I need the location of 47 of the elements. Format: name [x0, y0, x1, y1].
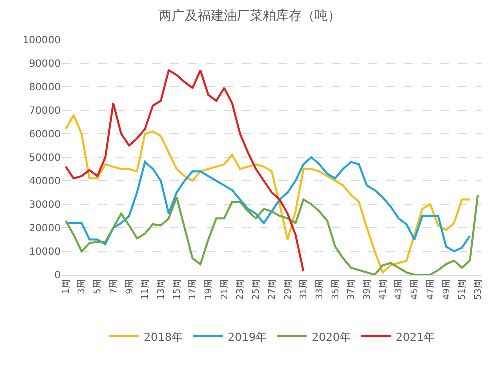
x-tick-label: 31周	[298, 280, 310, 300]
x-tick-label: 37周	[346, 280, 358, 300]
x-tick-label: 17周	[188, 280, 199, 300]
x-tick-label: 27周	[266, 280, 278, 300]
chart-title: 两广及福建油厂菜粕库存（吨）	[159, 9, 341, 24]
x-tick-label: 13周	[156, 280, 167, 300]
x-tick-label: 23周	[235, 280, 246, 300]
x-tick-label: 39周	[362, 280, 374, 300]
line-series	[64, 114, 472, 274]
x-tick-label: 47周	[425, 280, 436, 300]
x-tick-label: 19周	[204, 280, 215, 300]
line-series	[64, 194, 480, 275]
x-tick-label: 35周	[330, 280, 342, 300]
x-tick-label: 33周	[314, 280, 326, 300]
y-tick-label: 40000	[29, 176, 61, 188]
x-tick-label: 9周	[124, 280, 136, 294]
x-tick-label: 25周	[251, 280, 262, 300]
x-tick-label: 41周	[378, 280, 389, 300]
x-tick-label: 45周	[410, 280, 421, 300]
y-tick-label: 100000	[22, 36, 61, 46]
y-tick-label: 90000	[29, 59, 61, 70]
x-tick-label: 49周	[441, 280, 452, 300]
legend-label: 2021年	[396, 330, 435, 344]
legend-label: 2019年	[228, 330, 267, 344]
x-tick-label: 43周	[394, 280, 405, 300]
legend-label: 2018年	[144, 330, 183, 344]
x-tick-label: 29周	[282, 280, 294, 300]
line-series	[64, 70, 305, 272]
x-tick-label: 5周	[92, 280, 104, 294]
y-tick-label: 70000	[29, 106, 61, 117]
x-tick-label: 21周	[219, 280, 230, 300]
y-tick-label: 80000	[29, 82, 61, 94]
x-tick-label: 11周	[140, 280, 152, 300]
y-tick-label: 60000	[29, 130, 61, 140]
y-tick-label: 0	[54, 270, 61, 282]
legend-label: 2020年	[312, 330, 351, 344]
x-tick-label: 3周	[76, 280, 88, 294]
x-tick-label: 1周	[60, 280, 72, 294]
y-tick-label: 20000	[29, 224, 61, 234]
y-tick-label: 10000	[29, 247, 61, 258]
x-tick-label: 51周	[457, 280, 468, 300]
y-tick-label: 30000	[29, 200, 61, 211]
x-tick-label: 7周	[108, 280, 120, 294]
y-tick-label: 50000	[29, 153, 61, 164]
x-tick-label: 53周	[472, 280, 484, 300]
x-tick-label: 15周	[172, 280, 183, 300]
line-series	[64, 156, 472, 252]
